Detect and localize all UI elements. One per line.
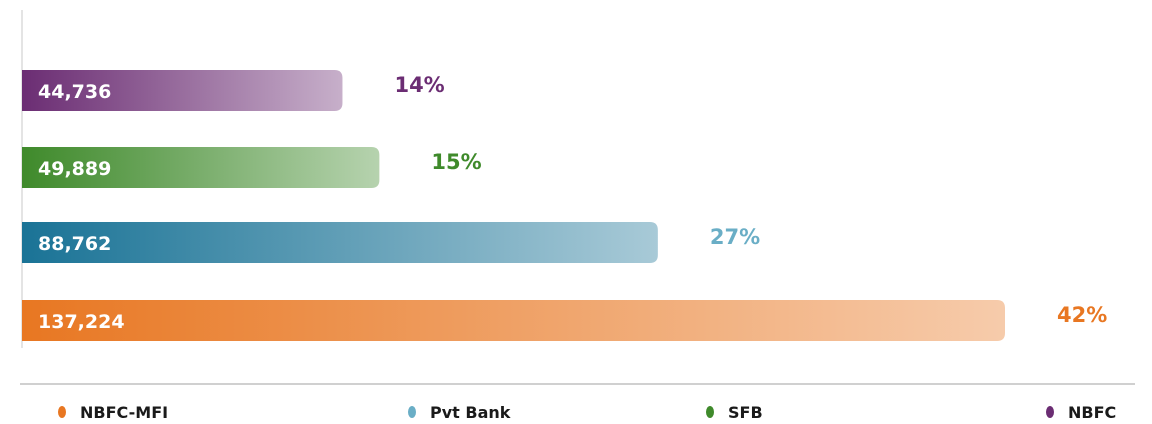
legend-label: NBFC-MFI — [80, 403, 168, 422]
bar — [22, 300, 1005, 341]
percent-label: 42% — [1057, 303, 1107, 327]
legend-label: Pvt Bank — [430, 403, 511, 422]
legend-marker — [58, 406, 66, 418]
legend-label: NBFC — [1068, 403, 1116, 422]
bar — [22, 147, 380, 188]
legend-marker — [408, 406, 416, 418]
legend-label: SFB — [728, 403, 763, 422]
bar — [22, 70, 343, 111]
percent-label: 27% — [710, 225, 760, 249]
percent-label: 14% — [394, 73, 444, 97]
value-label: 44,736 — [38, 81, 111, 103]
value-label: 49,889 — [38, 158, 111, 180]
value-label: 137,224 — [38, 311, 125, 333]
legend-marker — [1046, 406, 1054, 418]
value-label: 88,762 — [38, 233, 111, 255]
legend-marker — [706, 406, 714, 418]
percent-label: 15% — [431, 150, 481, 174]
bar — [22, 222, 658, 263]
